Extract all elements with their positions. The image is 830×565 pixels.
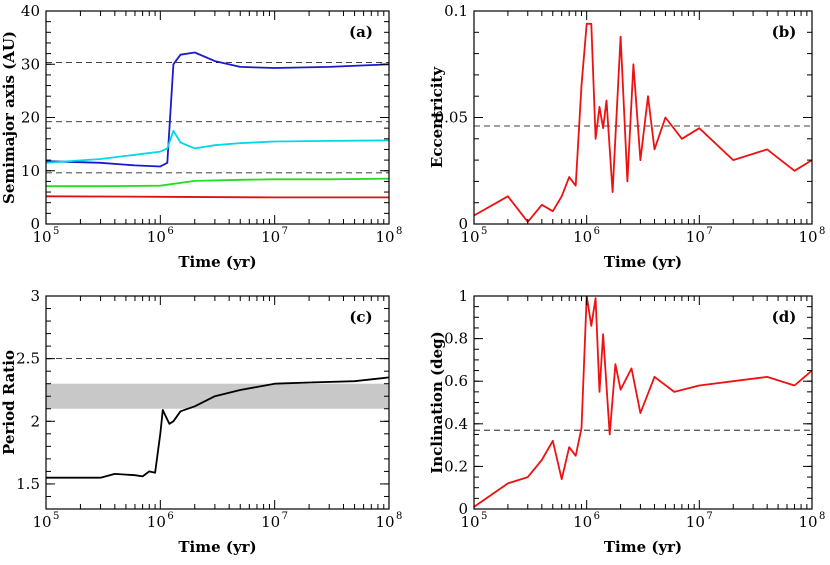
x-tick-exponent: 8 <box>396 511 402 522</box>
x-axis-label: Time (yr) <box>604 253 682 271</box>
y-tick-label: 0.1 <box>444 2 468 20</box>
y-tick-label: 20 <box>21 109 40 127</box>
x-tick-exponent: 7 <box>706 511 712 522</box>
x-tick-exponent: 5 <box>53 226 59 237</box>
y-tick-label: 10 <box>21 162 40 180</box>
panel-label: (c) <box>349 308 372 326</box>
x-tick-exponent: 5 <box>481 511 487 522</box>
y-tick-label: 3 <box>30 287 40 305</box>
y-tick-label: 2.5 <box>16 350 40 368</box>
y-tick-label: 40 <box>21 2 40 20</box>
series-group <box>46 376 389 479</box>
x-tick-label: 10 <box>573 513 592 531</box>
x-axis-label: Time (yr) <box>178 253 256 271</box>
x-tick-label: 10 <box>147 513 166 531</box>
x-tick-exponent: 7 <box>282 511 288 522</box>
series-line-1 <box>46 129 389 164</box>
x-tick-exponent: 6 <box>167 226 173 237</box>
x-tick-label: 10 <box>798 513 817 531</box>
x-tick-label: 10 <box>798 228 817 246</box>
y-axis-label: Semimajor axis (AU) <box>0 31 18 204</box>
series-group <box>474 22 812 223</box>
x-tick-exponent: 6 <box>594 511 600 522</box>
series-line-0 <box>474 296 812 508</box>
series-group <box>474 296 812 508</box>
x-tick-label: 10 <box>32 513 51 531</box>
x-tick-exponent: 8 <box>819 226 825 237</box>
y-tick-label: 30 <box>21 55 40 73</box>
x-tick-label: 10 <box>460 513 479 531</box>
x-tick-exponent: 8 <box>819 511 825 522</box>
series-line-0 <box>474 22 812 223</box>
x-tick-label: 10 <box>460 228 479 246</box>
y-tick-label: 0 <box>458 500 468 518</box>
x-tick-exponent: 7 <box>282 226 288 237</box>
series-line-0 <box>46 376 389 479</box>
y-tick-label: 1 <box>458 287 468 305</box>
y-axis-label: Period Ratio <box>0 350 18 455</box>
x-tick-exponent: 8 <box>396 226 402 237</box>
plot-frame <box>473 295 813 510</box>
x-tick-label: 10 <box>261 228 280 246</box>
panel-label: (b) <box>772 23 797 41</box>
series-group <box>46 51 389 199</box>
x-axis-label: Time (yr) <box>604 538 682 556</box>
plot-frame <box>45 295 390 510</box>
series-line-2 <box>46 177 389 188</box>
y-axis-label: Eccentricity <box>428 66 446 168</box>
x-tick-exponent: 6 <box>594 226 600 237</box>
series-line-0 <box>46 51 389 168</box>
y-tick-label: 2 <box>30 412 40 430</box>
y-tick-label: 1.5 <box>16 475 40 493</box>
x-tick-label: 10 <box>261 513 280 531</box>
x-tick-label: 10 <box>686 513 705 531</box>
x-tick-label: 10 <box>375 228 394 246</box>
y-tick-label: 0.8 <box>444 330 468 348</box>
x-tick-exponent: 5 <box>481 226 487 237</box>
y-tick-label: 0.05 <box>435 109 468 127</box>
y-tick-label: 0.4 <box>444 415 468 433</box>
series-line-3 <box>46 195 389 199</box>
y-axis-label: Inclination (deg) <box>428 331 446 474</box>
y-tick-label: 0 <box>458 215 468 233</box>
panel-label: (a) <box>349 23 373 41</box>
y-tick-label: 0.6 <box>444 372 468 390</box>
x-axis-label: Time (yr) <box>178 538 256 556</box>
x-tick-exponent: 6 <box>167 511 173 522</box>
x-tick-label: 10 <box>573 228 592 246</box>
plot-frame <box>473 10 813 225</box>
panel-label: (d) <box>772 308 797 326</box>
x-tick-exponent: 7 <box>706 226 712 237</box>
x-tick-label: 10 <box>375 513 394 531</box>
y-tick-label: 0 <box>30 215 40 233</box>
x-tick-label: 10 <box>147 228 166 246</box>
plot-frame <box>45 10 390 225</box>
y-tick-label: 0.2 <box>444 457 468 475</box>
x-tick-label: 10 <box>686 228 705 246</box>
x-tick-exponent: 5 <box>53 511 59 522</box>
x-tick-label: 10 <box>32 228 51 246</box>
